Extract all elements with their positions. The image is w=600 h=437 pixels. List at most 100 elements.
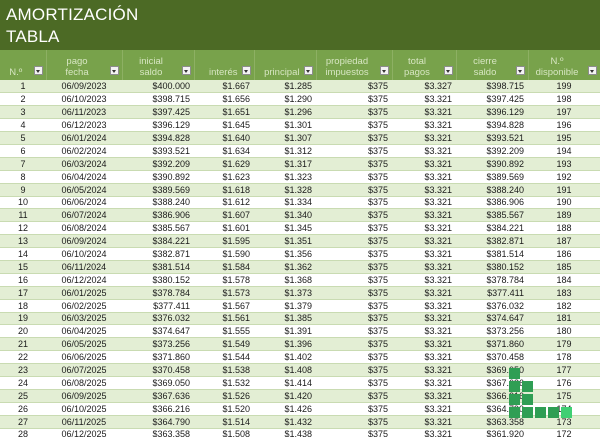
- cell-num[interactable]: 19: [0, 312, 46, 326]
- cell-saldo_cierre[interactable]: $369.050: [456, 363, 528, 377]
- cell-pagos[interactable]: $3.321: [392, 389, 456, 403]
- cell-disponible[interactable]: 175: [528, 389, 600, 403]
- cell-num[interactable]: 14: [0, 247, 46, 261]
- cell-num[interactable]: 10: [0, 196, 46, 210]
- cell-saldo_cierre[interactable]: $364.790: [456, 402, 528, 416]
- cell-pagos[interactable]: $3.321: [392, 183, 456, 197]
- cell-principal[interactable]: $1.290: [254, 92, 316, 107]
- cell-num[interactable]: 17: [0, 286, 46, 300]
- cell-num[interactable]: 2: [0, 92, 46, 107]
- cell-fecha[interactable]: 06/04/2024: [46, 170, 122, 184]
- cell-impuestos[interactable]: $375: [316, 337, 392, 352]
- cell-saldo_inicial[interactable]: $398.715: [122, 92, 194, 107]
- cell-saldo_inicial[interactable]: $377.411: [122, 299, 194, 313]
- cell-pagos[interactable]: $3.321: [392, 273, 456, 287]
- cell-num[interactable]: 5: [0, 131, 46, 145]
- cell-pagos[interactable]: $3.321: [392, 337, 456, 352]
- cell-fecha[interactable]: 06/07/2025: [46, 363, 122, 377]
- filter-dropdown-icon[interactable]: [379, 66, 389, 75]
- cell-impuestos[interactable]: $375: [316, 428, 392, 437]
- cell-saldo_inicial[interactable]: $364.790: [122, 415, 194, 429]
- cell-disponible[interactable]: 185: [528, 260, 600, 274]
- cell-disponible[interactable]: 180: [528, 324, 600, 339]
- cell-saldo_cierre[interactable]: $384.221: [456, 221, 528, 236]
- cell-interes[interactable]: $1.538: [194, 363, 254, 377]
- cell-interes[interactable]: $1.508: [194, 428, 254, 437]
- cell-saldo_cierre[interactable]: $370.458: [456, 350, 528, 365]
- cell-num[interactable]: 24: [0, 376, 46, 390]
- cell-impuestos[interactable]: $375: [316, 376, 392, 390]
- cell-interes[interactable]: $1.590: [194, 247, 254, 261]
- cell-saldo_cierre[interactable]: $390.892: [456, 157, 528, 171]
- cell-saldo_inicial[interactable]: $381.514: [122, 260, 194, 274]
- cell-pagos[interactable]: $3.321: [392, 131, 456, 145]
- cell-impuestos[interactable]: $375: [316, 363, 392, 377]
- cell-pagos[interactable]: $3.321: [392, 221, 456, 236]
- cell-fecha[interactable]: 06/01/2025: [46, 286, 122, 300]
- cell-saldo_inicial[interactable]: $371.860: [122, 350, 194, 365]
- cell-interes[interactable]: $1.573: [194, 286, 254, 300]
- cell-impuestos[interactable]: $375: [316, 299, 392, 313]
- cell-pagos[interactable]: $3.321: [392, 363, 456, 377]
- cell-impuestos[interactable]: $375: [316, 286, 392, 300]
- cell-principal[interactable]: $1.438: [254, 428, 316, 437]
- cell-principal[interactable]: $1.414: [254, 376, 316, 390]
- cell-interes[interactable]: $1.526: [194, 389, 254, 403]
- cell-fecha[interactable]: 06/05/2024: [46, 183, 122, 197]
- cell-saldo_cierre[interactable]: $371.860: [456, 337, 528, 352]
- cell-saldo_inicial[interactable]: $374.647: [122, 324, 194, 339]
- cell-impuestos[interactable]: $375: [316, 170, 392, 184]
- filter-dropdown-icon[interactable]: [515, 66, 525, 75]
- cell-impuestos[interactable]: $375: [316, 324, 392, 339]
- cell-num[interactable]: 21: [0, 337, 46, 352]
- cell-num[interactable]: 28: [0, 428, 46, 437]
- cell-principal[interactable]: $1.312: [254, 144, 316, 158]
- cell-disponible[interactable]: 189: [528, 208, 600, 223]
- cell-disponible[interactable]: 199: [528, 80, 600, 94]
- cell-saldo_cierre[interactable]: $380.152: [456, 260, 528, 274]
- cell-fecha[interactable]: 06/08/2025: [46, 376, 122, 390]
- cell-interes[interactable]: $1.601: [194, 221, 254, 236]
- filter-dropdown-icon[interactable]: [443, 66, 453, 75]
- cell-impuestos[interactable]: $375: [316, 260, 392, 274]
- cell-principal[interactable]: $1.385: [254, 312, 316, 326]
- cell-fecha[interactable]: 06/01/2024: [46, 131, 122, 145]
- cell-num[interactable]: 6: [0, 144, 46, 158]
- cell-interes[interactable]: $1.629: [194, 157, 254, 171]
- cell-interes[interactable]: $1.612: [194, 196, 254, 210]
- cell-saldo_cierre[interactable]: $392.209: [456, 144, 528, 158]
- cell-saldo_inicial[interactable]: $388.240: [122, 196, 194, 210]
- cell-fecha[interactable]: 06/05/2025: [46, 337, 122, 352]
- cell-saldo_cierre[interactable]: $381.514: [456, 247, 528, 261]
- cell-num[interactable]: 23: [0, 363, 46, 377]
- cell-impuestos[interactable]: $375: [316, 389, 392, 403]
- cell-num[interactable]: 16: [0, 273, 46, 287]
- cell-principal[interactable]: $1.340: [254, 208, 316, 223]
- cell-fecha[interactable]: 06/02/2024: [46, 144, 122, 158]
- cell-principal[interactable]: $1.368: [254, 273, 316, 287]
- cell-saldo_inicial[interactable]: $363.358: [122, 428, 194, 437]
- cell-interes[interactable]: $1.607: [194, 208, 254, 223]
- cell-principal[interactable]: $1.432: [254, 415, 316, 429]
- cell-interes[interactable]: $1.578: [194, 273, 254, 287]
- cell-saldo_cierre[interactable]: $373.256: [456, 324, 528, 339]
- filter-dropdown-icon[interactable]: [241, 66, 251, 75]
- cell-fecha[interactable]: 06/11/2023: [46, 105, 122, 120]
- cell-fecha[interactable]: 06/03/2024: [46, 157, 122, 171]
- cell-principal[interactable]: $1.307: [254, 131, 316, 145]
- cell-principal[interactable]: $1.373: [254, 286, 316, 300]
- cell-principal[interactable]: $1.285: [254, 80, 316, 94]
- cell-num[interactable]: 15: [0, 260, 46, 274]
- cell-principal[interactable]: $1.323: [254, 170, 316, 184]
- cell-saldo_cierre[interactable]: $396.129: [456, 105, 528, 120]
- cell-fecha[interactable]: 06/03/2025: [46, 312, 122, 326]
- cell-principal[interactable]: $1.408: [254, 363, 316, 377]
- cell-fecha[interactable]: 06/10/2024: [46, 247, 122, 261]
- cell-impuestos[interactable]: $375: [316, 208, 392, 223]
- cell-saldo_cierre[interactable]: $385.567: [456, 208, 528, 223]
- cell-saldo_inicial[interactable]: $366.216: [122, 402, 194, 416]
- cell-num[interactable]: 25: [0, 389, 46, 403]
- cell-interes[interactable]: $1.555: [194, 324, 254, 339]
- cell-num[interactable]: 18: [0, 299, 46, 313]
- filter-dropdown-icon[interactable]: [181, 66, 191, 75]
